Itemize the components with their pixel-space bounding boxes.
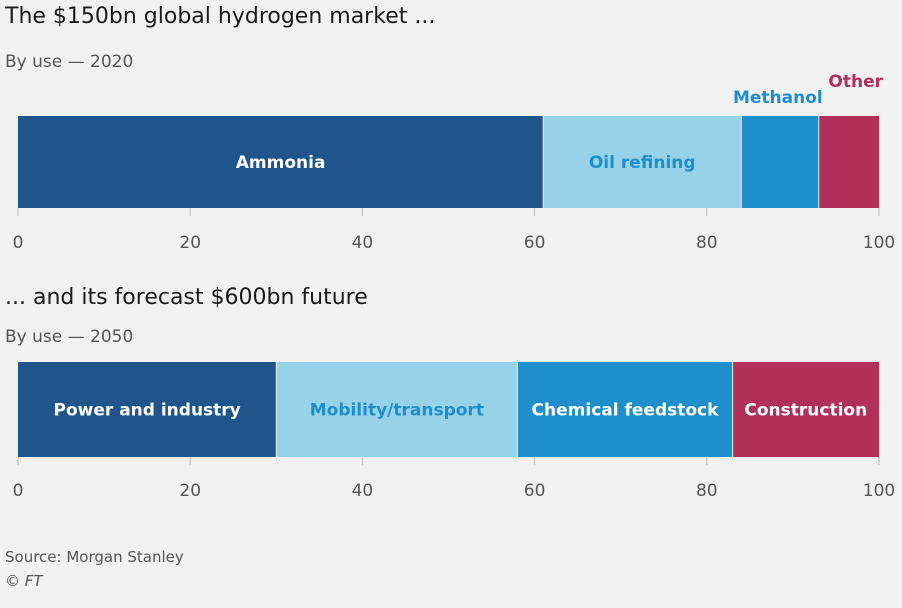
chart-1-label-methanol: Methanol [733, 88, 823, 108]
chart-1-tick-label-5: 100 [863, 233, 895, 253]
chart-2-label-mobility-transport: Mobility/transport [310, 401, 484, 421]
chart-1-bar-oil-refining [543, 116, 742, 208]
copyright-note: © FT [5, 572, 43, 590]
chart-1-label-ammonia: Ammonia [236, 153, 326, 173]
chart-1-title: The $150bn global hydrogen market ... [5, 4, 436, 29]
chart-2-subtitle: By use — 2050 [5, 327, 134, 347]
chart-2-tick-label-4: 80 [696, 481, 718, 501]
chart-2-label-chemical-feedstock: Chemical feedstock [532, 401, 720, 421]
chart-1-label-oil-refining: Oil refining [589, 153, 696, 173]
chart-1-svg: 0 20 40 60 80 100 Ammonia Oil refining MethanolO… [13, 72, 896, 253]
chart-2-bar-chemical-feedstock [517, 362, 733, 457]
chart-1-tick-label-0: 0 [13, 233, 24, 253]
chart-2-title: ... and its forecast $600bn future [5, 285, 368, 310]
chart-2-bar-mobility-transport [276, 362, 518, 457]
chart-2-tick-label-0: 0 [13, 481, 24, 501]
chart-2-bar-power-and-industry [18, 362, 277, 457]
chart-1-tick-label-2: 40 [352, 233, 374, 253]
chart-2-tick-label-2: 40 [352, 481, 374, 501]
chart-2-svg: 0 20 40 60 80 100 Power and industry Mobility/t… [13, 362, 895, 501]
source-note: Source: Morgan Stanley [5, 548, 184, 566]
chart-1-tick-label-3: 60 [524, 233, 546, 253]
chart-1-bar-methanol [741, 116, 819, 208]
chart-1-bar-ammonia [18, 116, 544, 208]
chart-1-tick-label-1: 20 [179, 233, 201, 253]
chart-2-label-construction: Construction [744, 401, 867, 421]
chart-1-bar-other [818, 116, 879, 208]
chart-2-tick-label-5: 100 [863, 481, 895, 501]
chart-2-tick-label-1: 20 [179, 481, 201, 501]
chart-2-label-power-and-industry: Power and industry [54, 401, 241, 421]
chart-1-label-other: Other [828, 72, 883, 92]
chart-1-subtitle: By use — 2020 [5, 52, 134, 72]
chart-2-bar-construction [732, 362, 879, 457]
chart-2-tick-label-3: 60 [524, 481, 546, 501]
chart-1-tick-label-4: 80 [696, 233, 718, 253]
